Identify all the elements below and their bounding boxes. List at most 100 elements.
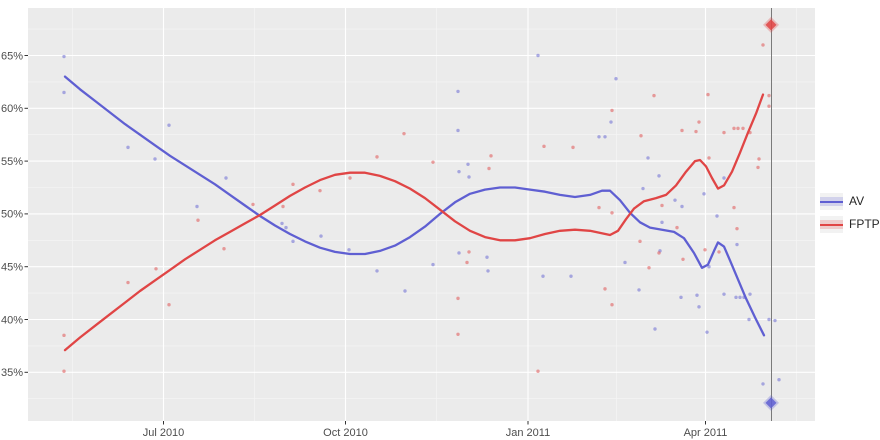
fptp-data-point bbox=[487, 166, 491, 171]
fptp-data-point bbox=[707, 156, 711, 160]
fptp-data-point bbox=[62, 333, 66, 338]
fptp-result-marker-icon bbox=[765, 19, 777, 31]
av-data-point bbox=[456, 128, 460, 133]
fptp-data-point bbox=[680, 128, 684, 133]
legend-label-fptp: FPTP bbox=[849, 217, 880, 231]
fptp-data-point bbox=[732, 126, 736, 131]
fptp-data-point bbox=[657, 251, 661, 255]
y-tick-label: 65% bbox=[1, 50, 23, 62]
av-data-point bbox=[597, 135, 601, 139]
av-data-point bbox=[679, 295, 683, 300]
legend-label-av: AV bbox=[849, 194, 865, 208]
fptp-data-point bbox=[610, 108, 614, 113]
av-data-point bbox=[467, 175, 471, 179]
av-data-point bbox=[536, 53, 540, 58]
fptp-data-point bbox=[291, 182, 295, 187]
legend: AV FPTP bbox=[820, 193, 880, 233]
av-data-point bbox=[735, 242, 739, 247]
fptp-data-point bbox=[375, 155, 379, 159]
x-tick-label: Oct 2010 bbox=[323, 427, 368, 439]
av-data-point bbox=[284, 225, 288, 230]
minor-gridlines bbox=[28, 8, 815, 421]
fptp-points bbox=[62, 43, 771, 373]
fptp-data-point bbox=[489, 154, 493, 158]
x-tick-label: Jan 2011 bbox=[506, 427, 550, 439]
fptp-data-point bbox=[767, 104, 771, 108]
fptp-data-point bbox=[639, 134, 643, 138]
av-data-point bbox=[485, 255, 489, 259]
av-data-point bbox=[761, 382, 765, 386]
av-data-point bbox=[653, 327, 657, 331]
av-data-point bbox=[660, 220, 664, 225]
av-data-point bbox=[291, 239, 295, 244]
av-data-point bbox=[715, 214, 719, 218]
fptp-data-point bbox=[536, 369, 540, 373]
av-data-point bbox=[707, 265, 711, 269]
av-data-point bbox=[673, 198, 677, 202]
av-data-point bbox=[722, 292, 726, 296]
fptp-data-point bbox=[167, 303, 171, 307]
av-data-point bbox=[224, 176, 228, 180]
av-data-point bbox=[167, 123, 171, 127]
av-data-point bbox=[657, 174, 661, 178]
fptp-data-point bbox=[675, 225, 679, 230]
plot-panel bbox=[28, 8, 815, 421]
av-data-point bbox=[541, 274, 545, 278]
y-tick-label: 35% bbox=[1, 367, 23, 379]
fptp-data-point bbox=[722, 130, 726, 135]
fptp-data-point bbox=[756, 165, 760, 170]
av-data-point bbox=[646, 156, 650, 160]
fptp-data-point bbox=[348, 176, 352, 180]
fptp-trend-line bbox=[63, 93, 765, 352]
fptp-data-point bbox=[571, 145, 575, 150]
fptp-data-point bbox=[660, 203, 664, 208]
av-data-point bbox=[680, 204, 684, 209]
av-data-point bbox=[486, 269, 490, 273]
axis-ticks bbox=[24, 55, 706, 425]
y-tick-label: 55% bbox=[1, 156, 23, 168]
y-tick-label: 60% bbox=[1, 103, 23, 115]
av-data-point bbox=[705, 330, 709, 334]
fptp-data-point bbox=[251, 202, 255, 207]
av-data-point bbox=[738, 295, 742, 300]
y-tick-label: 45% bbox=[1, 262, 23, 274]
av-data-point bbox=[280, 221, 284, 226]
fptp-data-point bbox=[542, 144, 546, 149]
av-data-point bbox=[62, 54, 66, 59]
x-tick-label: Apr 2011 bbox=[684, 427, 728, 439]
fptp-data-point bbox=[222, 247, 226, 251]
fptp-data-point bbox=[610, 303, 614, 307]
av-data-point bbox=[457, 169, 461, 174]
fptp-data-point bbox=[638, 239, 642, 244]
fptp-data-point bbox=[610, 211, 614, 215]
av-data-point bbox=[195, 204, 199, 209]
av-data-point bbox=[614, 77, 618, 81]
fptp-line-swatch bbox=[820, 223, 843, 226]
av-data-point bbox=[767, 317, 771, 322]
fptp-data-point bbox=[741, 126, 745, 131]
fptp-data-point bbox=[62, 369, 66, 373]
av-data-point bbox=[637, 288, 641, 292]
fptp-data-point bbox=[761, 43, 765, 47]
av-data-point bbox=[773, 318, 777, 323]
av-data-point bbox=[457, 251, 461, 255]
fptp-data-point bbox=[402, 131, 406, 136]
av-data-point bbox=[747, 317, 751, 322]
av-data-point bbox=[375, 269, 379, 273]
fptp-data-point bbox=[281, 204, 285, 209]
y-tick-label: 50% bbox=[1, 209, 23, 221]
fptp-data-point bbox=[681, 257, 685, 262]
av-data-point bbox=[62, 90, 66, 95]
av-data-point bbox=[697, 305, 701, 309]
av-data-point bbox=[431, 262, 435, 267]
av-data-point bbox=[734, 295, 738, 300]
fptp-data-point bbox=[703, 248, 707, 252]
av-data-point bbox=[777, 377, 781, 382]
av-result-marker-icon bbox=[765, 397, 777, 409]
av-data-point bbox=[466, 162, 470, 166]
av-points bbox=[62, 53, 781, 386]
av-legend-key-icon bbox=[820, 193, 843, 210]
fptp-data-point bbox=[465, 260, 469, 265]
